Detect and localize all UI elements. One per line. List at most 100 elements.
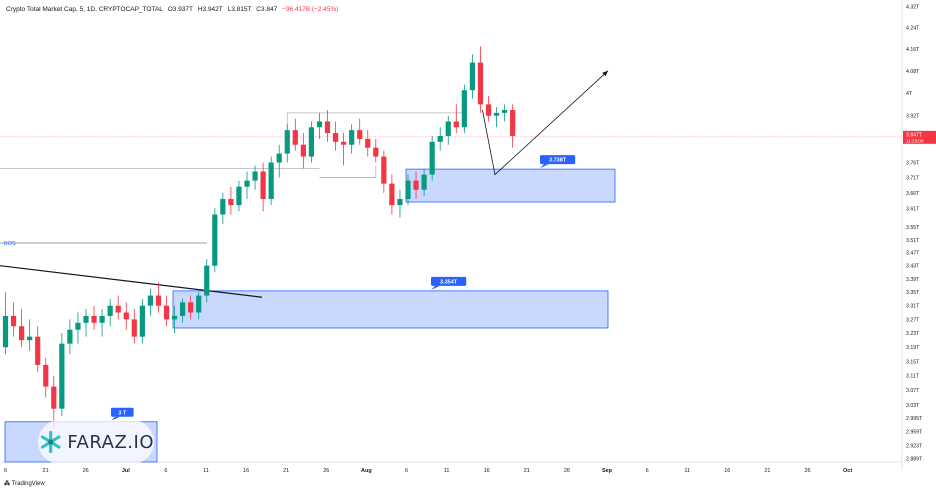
zone-label-badge xyxy=(431,276,467,286)
candle-body xyxy=(99,315,105,323)
candle-body xyxy=(123,312,129,320)
y-tick-label: 3.27T xyxy=(906,317,920,323)
candle-body xyxy=(461,90,467,128)
x-tick-label: 6 xyxy=(164,468,167,474)
x-tick-label: 21 xyxy=(524,468,530,474)
y-tick-label: 3.51T xyxy=(906,238,920,244)
candle-body xyxy=(365,138,371,148)
candle-body xyxy=(485,104,492,116)
demand-zone xyxy=(172,290,609,329)
candle-body xyxy=(83,315,89,323)
x-tick-label: 6 xyxy=(4,468,7,474)
candle-body xyxy=(10,315,17,327)
candle-body xyxy=(308,127,314,157)
y-tick-label: 3.03T xyxy=(906,403,920,409)
y-tick-label: 3.39T xyxy=(906,277,920,283)
candle-body xyxy=(284,130,290,154)
x-tick-label: 26 xyxy=(83,468,89,474)
current-price-countdown: 11:23:00 xyxy=(906,138,924,143)
x-tick-label: 6 xyxy=(646,468,649,474)
tradingview-logo-icon: ⁂ xyxy=(4,481,12,487)
candle-body xyxy=(147,295,153,306)
ohlc-change: −96.417B (−2.45%) xyxy=(282,6,339,13)
x-tick-label: Jul xyxy=(122,468,130,474)
candle-body xyxy=(51,386,57,409)
y-tick-label: 3.71T xyxy=(906,176,920,182)
bos-label: BOS xyxy=(4,241,16,247)
candle-body xyxy=(91,315,97,323)
x-tick-label: 21 xyxy=(283,468,289,474)
candle-body xyxy=(493,112,500,116)
x-tick-label: 16 xyxy=(724,468,730,474)
x-tick-label: Sep xyxy=(602,468,613,474)
y-tick-label: 3.07T xyxy=(906,388,920,394)
zone-label-pointer xyxy=(540,164,549,169)
candle-body xyxy=(316,121,323,128)
y-tick-label: 4.08T xyxy=(906,69,920,75)
y-tick-label: 3.43T xyxy=(906,264,920,270)
ohlc-open: O3.937T xyxy=(167,6,194,13)
candle-body xyxy=(502,110,508,113)
x-tick-label: 11 xyxy=(444,468,450,474)
candle-body xyxy=(75,322,81,330)
watermark: FARAZ.IO xyxy=(38,420,154,464)
y-tick-label: 2.923T xyxy=(906,443,923,449)
candle-body xyxy=(43,364,49,387)
candle-body xyxy=(413,180,419,190)
symbol-header: Crypto Total Market Cap, 5, 1D, CRYPTOCA… xyxy=(6,6,341,13)
tradingview-brand: TradingView xyxy=(11,481,45,487)
candle-body xyxy=(357,130,363,139)
candle-body xyxy=(244,180,250,187)
candle-body xyxy=(381,156,387,184)
y-tick-label: 3.92T xyxy=(906,114,920,120)
current-price-badge xyxy=(903,130,936,144)
y-tick-label: 2.889T xyxy=(906,456,923,462)
x-tick-label: 16 xyxy=(484,468,490,474)
candle-body xyxy=(131,319,137,337)
x-tick-label: 11 xyxy=(684,468,690,474)
candle-body xyxy=(445,121,451,136)
candle-body xyxy=(469,62,475,91)
y-tick-label: 3.23T xyxy=(906,331,920,337)
current-price-value: 3.847T xyxy=(906,132,923,138)
candle-body xyxy=(59,343,65,409)
y-tick-label: 3.15T xyxy=(906,359,920,365)
watermark-text: FARAZ.IO xyxy=(67,431,154,453)
candle-body xyxy=(300,144,306,157)
zone-label-badge xyxy=(540,155,576,165)
candle-body xyxy=(155,295,162,306)
trendline xyxy=(0,265,263,298)
candle-body xyxy=(453,121,459,128)
symbol-title[interactable]: Crypto Total Market Cap, 5, 1D, CRYPTOCA… xyxy=(6,6,163,13)
candle-body xyxy=(324,121,331,134)
y-tick-label: 4.32T xyxy=(906,5,920,11)
candle-body xyxy=(27,336,33,341)
y-tick-label: 3.31T xyxy=(906,304,920,310)
candle-body xyxy=(115,305,121,313)
candle-body xyxy=(292,130,298,145)
candle-body xyxy=(188,302,194,313)
tradingview-footer[interactable]: ⁂ TradingView xyxy=(4,480,45,487)
y-tick-label: 3.11T xyxy=(906,374,920,380)
candle-body xyxy=(252,171,258,181)
candle-body xyxy=(196,295,202,313)
x-tick-label: 26 xyxy=(323,468,329,474)
candle-body xyxy=(19,326,25,341)
y-tick-label: 4.16T xyxy=(906,47,920,53)
candle-body xyxy=(405,180,411,199)
zone-label-text: 3.354T xyxy=(440,279,458,285)
x-tick-label: 16 xyxy=(243,468,249,474)
candle-body xyxy=(276,153,282,163)
y-tick-label: 3.66T xyxy=(906,191,920,197)
y-tick-label: 4T xyxy=(906,91,913,97)
candle-body xyxy=(477,62,484,105)
candle-body xyxy=(2,315,9,348)
faraz-snowflake-icon xyxy=(40,430,61,454)
candle-body xyxy=(204,265,210,296)
x-tick-label: Aug xyxy=(361,468,372,474)
candle-body xyxy=(260,171,266,199)
demand-zone xyxy=(405,168,616,203)
x-tick-label: 11 xyxy=(203,468,209,474)
ohlc-close: C3.847 xyxy=(256,6,278,13)
